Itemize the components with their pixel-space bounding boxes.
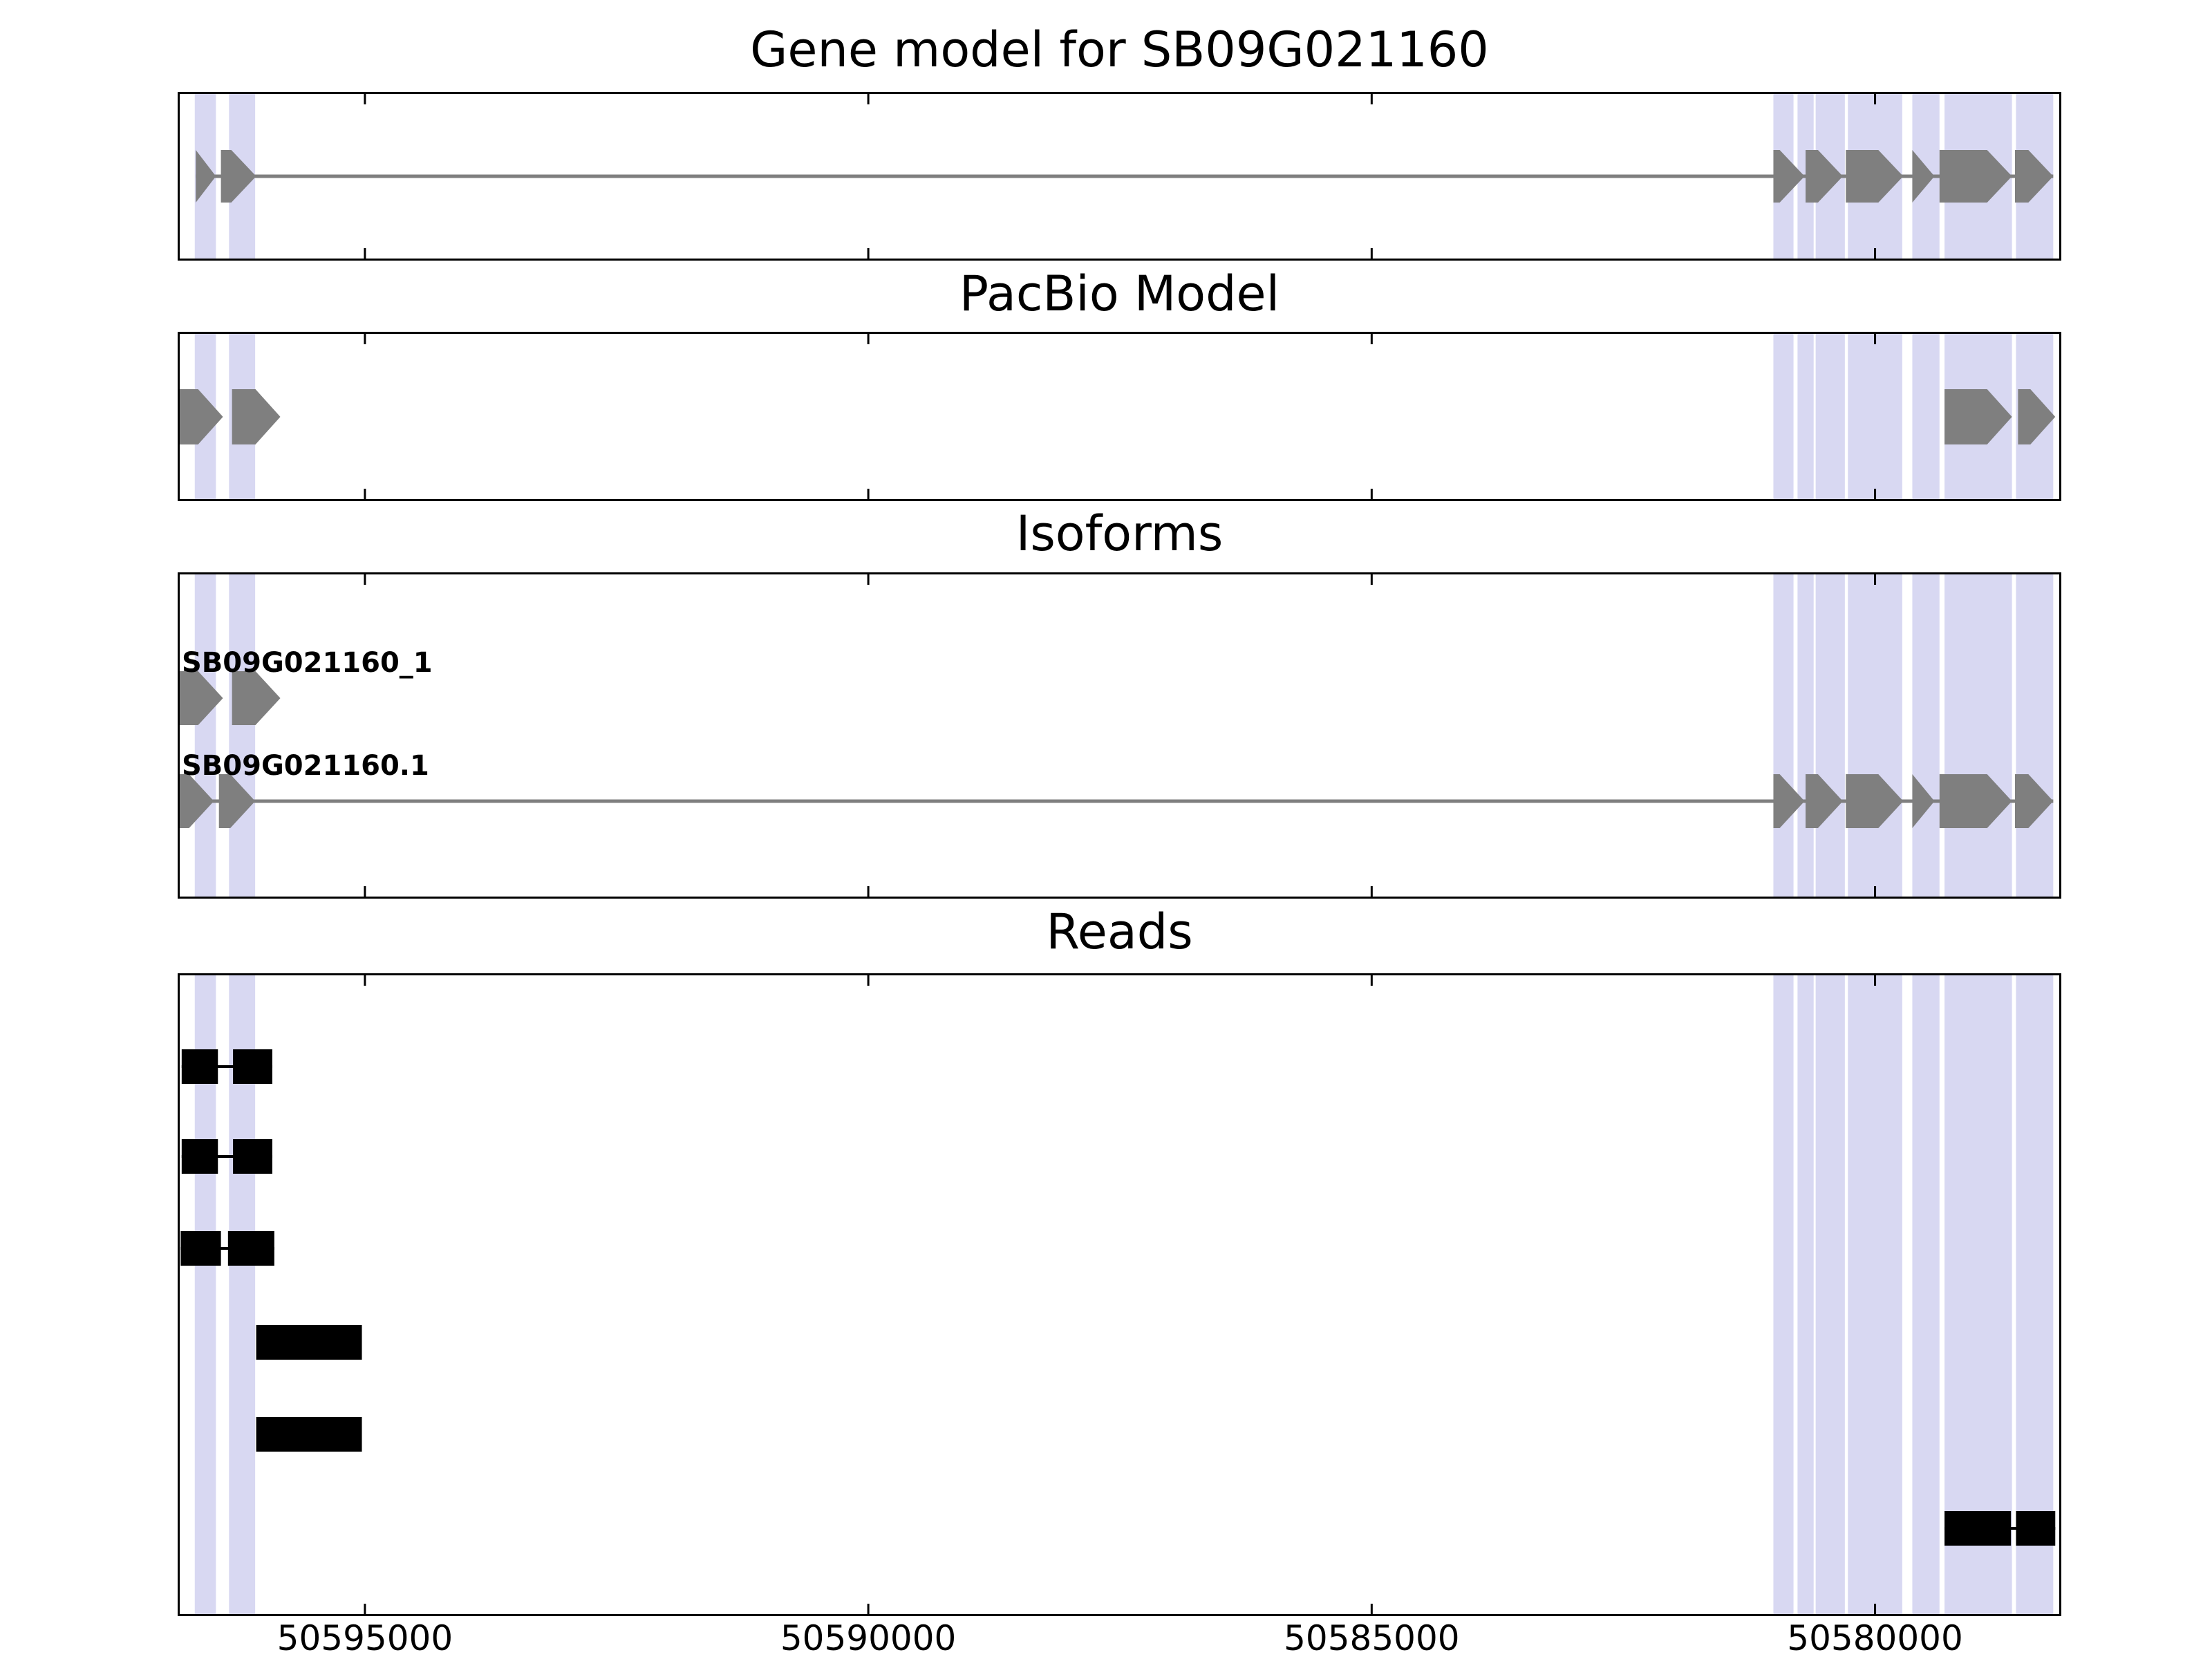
isoform-label: SB09G021160_1: [182, 647, 433, 679]
exon-arrow: [221, 150, 256, 203]
pacbio-panel: [178, 332, 2061, 501]
read-block: [1944, 1511, 2012, 1546]
highlight-band: [1815, 973, 1845, 1616]
exon-arrow: [178, 774, 214, 828]
exon-arrow: [232, 671, 281, 725]
highlight-band: [1773, 973, 1794, 1616]
highlight-band: [1797, 572, 1814, 899]
highlight-band: [1944, 973, 2012, 1616]
highlight-band: [1912, 572, 1940, 899]
exon-arrow: [178, 671, 223, 725]
panel-border: [178, 92, 2061, 261]
exon-arrow: [2015, 150, 2054, 203]
exon-arrow: [1806, 150, 1843, 203]
highlight-band: [1797, 332, 1814, 501]
read-block: [181, 1049, 218, 1084]
x-tick-label: 50580000: [1787, 1618, 1963, 1658]
exon-arrow: [232, 389, 281, 444]
panel-border: [178, 572, 2061, 899]
exon-arrow: [218, 774, 256, 828]
highlight-band: [2016, 973, 2054, 1616]
exon-arrow: [1846, 150, 1904, 203]
highlight-band: [2016, 572, 2054, 899]
exon-arrow: [196, 150, 216, 203]
exon-arrow: [178, 389, 223, 444]
panel-border: [178, 973, 2061, 1616]
exon-arrow: [1912, 150, 1935, 203]
read-block: [256, 1417, 362, 1452]
highlight-band: [229, 572, 256, 899]
exon-arrow: [1773, 150, 1805, 203]
read-block: [181, 1139, 218, 1174]
panel-border: [178, 332, 2061, 501]
reads-panel-title: Reads: [1046, 903, 1193, 960]
read-block: [233, 1049, 272, 1084]
x-tick-label: 50595000: [276, 1618, 453, 1658]
exon-arrow: [2015, 774, 2054, 828]
x-tick-label: 50585000: [1284, 1618, 1460, 1658]
x-axis-tick-labels: 50595000 50590000 50585000 50580000: [0, 1619, 2212, 1659]
highlight-band: [194, 572, 216, 899]
read-block: [227, 1231, 274, 1266]
read-block: [2016, 1511, 2056, 1546]
isoform-label: SB09G021160.1: [182, 750, 429, 782]
highlight-band: [1815, 572, 1845, 899]
highlight-band: [1848, 572, 1902, 899]
highlight-band: [1815, 332, 1845, 501]
highlight-band: [1912, 332, 1940, 501]
pacbio-panel-title: PacBio Model: [959, 265, 1280, 322]
exon-arrow: [2018, 389, 2056, 444]
read-block: [233, 1139, 272, 1174]
highlight-band: [1773, 572, 1794, 899]
exon-arrow: [1939, 150, 2012, 203]
reads-panel: [178, 973, 2061, 1616]
highlight-band: [1912, 973, 1940, 1616]
exon-arrow: [1939, 774, 2012, 828]
highlight-band: [1773, 332, 1794, 501]
gene-model-panel: [178, 92, 2061, 261]
x-tick-label: 50590000: [780, 1618, 957, 1658]
highlight-band: [1797, 973, 1814, 1616]
exon-arrow: [1944, 389, 2012, 444]
highlight-band: [1848, 332, 1902, 501]
exon-arrow: [1806, 774, 1843, 828]
exon-arrow: [1912, 774, 1935, 828]
highlight-band: [1944, 572, 2012, 899]
highlight-band: [1848, 973, 1902, 1616]
isoforms-panel: SB09G021160_1 SB09G021160.1: [178, 572, 2061, 899]
read-block: [180, 1231, 221, 1266]
gene-model-panel-title: Gene model for SB09G021160: [750, 21, 1489, 78]
exon-arrow: [1846, 774, 1904, 828]
exon-arrow: [1773, 774, 1805, 828]
isoforms-panel-title: Isoforms: [1015, 505, 1224, 562]
read-block: [256, 1325, 362, 1360]
